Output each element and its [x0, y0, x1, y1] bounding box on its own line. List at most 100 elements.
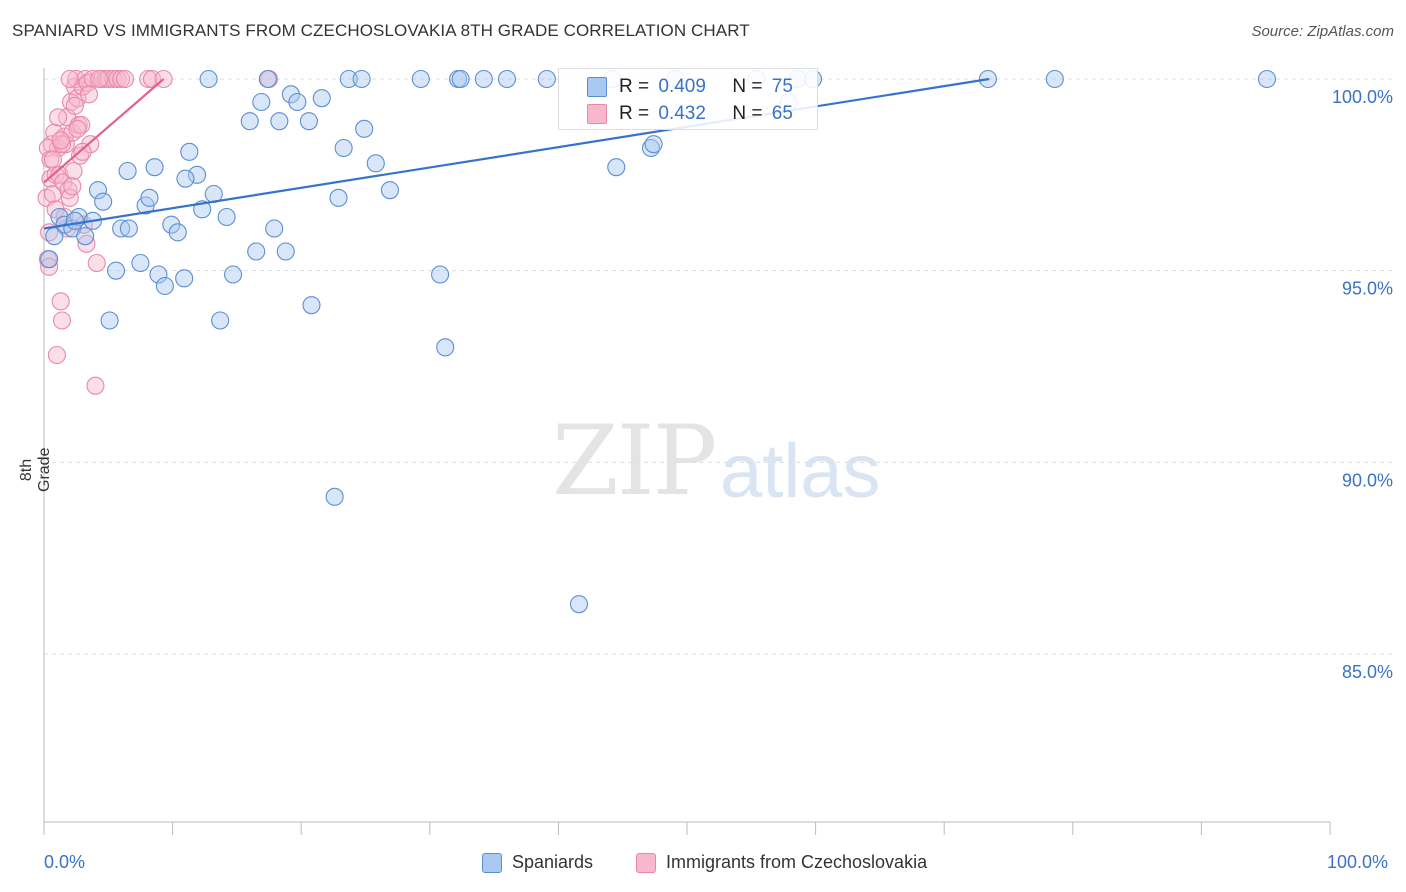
czech-point	[51, 131, 70, 150]
spaniard-point	[411, 69, 430, 89]
spaniard-point	[436, 338, 455, 357]
legend-item-spaniards: Spaniards	[482, 852, 593, 873]
spaniard-point	[155, 276, 174, 296]
stats-n-value: 65	[771, 103, 793, 124]
spaniard-point	[644, 135, 663, 154]
czech-point	[52, 311, 72, 330]
spaniard-point	[329, 188, 348, 207]
legend-swatch-spaniards	[482, 852, 502, 873]
stats-r-value: 0.432	[658, 103, 706, 124]
czech-point	[49, 108, 68, 127]
stats-row-spaniards: R = 0.409 N = 75	[559, 74, 793, 100]
spaniard-point	[276, 242, 295, 261]
czech-point	[115, 69, 135, 89]
spaniard-point	[451, 69, 470, 89]
spaniard-point	[175, 269, 194, 288]
czech-point	[87, 253, 106, 273]
spaniard-point	[1045, 69, 1064, 89]
chart-title: SPANIARD VS IMMIGRANTS FROM CZECHOSLOVAK…	[12, 21, 750, 40]
spaniard-point	[474, 69, 493, 89]
czech-point	[86, 376, 105, 395]
spaniard-point	[339, 69, 358, 89]
spaniard-point	[270, 112, 289, 131]
spaniard-point	[140, 188, 159, 207]
czech-point	[60, 69, 79, 89]
czech-point	[108, 69, 127, 89]
spaniard-point	[247, 242, 266, 261]
bottom-legend: Spaniards Immigrants from Czechoslovakia	[0, 852, 1406, 878]
czech-point	[139, 69, 158, 89]
spaniard-point	[217, 207, 236, 227]
y-tick-label: 90.0%	[1342, 470, 1393, 490]
spaniard-point	[352, 69, 371, 89]
y-tick-label: 95.0%	[1342, 279, 1393, 299]
spaniard-point	[100, 311, 119, 330]
czech-point	[73, 142, 92, 161]
spaniard-point	[145, 158, 164, 177]
czech-trend-line	[43, 78, 165, 184]
x-tick-min: 0.0%	[44, 852, 86, 872]
czech-point	[68, 119, 87, 138]
grid-lines	[44, 78, 1392, 655]
spaniard-point	[299, 112, 318, 131]
spaniard-point	[1257, 69, 1277, 89]
spaniard-point	[334, 138, 353, 158]
spaniard-point	[176, 169, 195, 188]
spaniard-point	[355, 119, 374, 138]
spaniard-point	[88, 181, 108, 200]
czech-point	[47, 345, 66, 365]
stats-n-value: 75	[771, 76, 793, 97]
spaniard-point	[537, 69, 556, 89]
spaniard-point	[302, 296, 321, 315]
legend-label-spaniards: Spaniards	[512, 852, 594, 872]
czech-point	[77, 234, 96, 253]
stats-r-label: R =	[619, 76, 650, 97]
stats-n-label: N =	[732, 76, 763, 97]
spaniard-point	[607, 158, 626, 177]
czech-point	[90, 69, 109, 89]
spaniard-point	[312, 89, 331, 108]
spaniard-point	[162, 215, 181, 234]
x-tick-max: 100.0%	[1327, 852, 1389, 872]
czech-point	[43, 184, 63, 204]
czech-point	[60, 188, 79, 207]
legend-swatch-czech	[636, 852, 656, 873]
source-label: Source: ZipAtlas.com	[1251, 23, 1394, 40]
spaniard-point	[380, 181, 399, 200]
watermark-zip: ZIP	[552, 405, 717, 517]
stats-swatch-czech	[587, 104, 607, 124]
czech-point	[64, 161, 83, 181]
czech-point	[112, 69, 131, 89]
spaniard-point	[187, 165, 207, 184]
stats-legend: R = 0.409 N = 75 R = 0.432 N = 65	[558, 68, 818, 130]
spaniard-point	[569, 595, 589, 614]
axes	[43, 68, 1331, 835]
czech-point	[65, 96, 84, 115]
spaniard-point	[180, 142, 199, 161]
spaniard-point	[106, 261, 126, 280]
legend-item-czech: Immigrants from Czechoslovakia	[636, 852, 927, 873]
czech-point	[43, 150, 63, 169]
y-tick-labels: 85.0% 90.0% 95.0% 100.0%	[1332, 87, 1393, 682]
spaniard-point	[40, 250, 59, 269]
spaniard-points	[40, 69, 1277, 614]
spaniard-point	[288, 92, 307, 112]
spaniard-point	[325, 487, 344, 506]
spaniard-point	[149, 265, 168, 284]
spaniard-point	[65, 211, 84, 230]
spaniard-point	[118, 161, 137, 181]
czech-point	[79, 85, 99, 104]
trend-lines	[43, 77, 990, 230]
y-axis-label: 8th Grade	[18, 447, 53, 492]
stats-r-value: 0.409	[658, 76, 706, 97]
stats-r-label: R =	[619, 103, 650, 124]
stats-swatch-spaniards	[587, 77, 607, 97]
spaniards-trend-line	[43, 77, 990, 230]
spaniard-point	[119, 219, 138, 238]
czech-point	[51, 292, 70, 311]
spaniard-point	[211, 311, 230, 330]
spaniard-point	[431, 265, 450, 284]
legend-label-czech: Immigrants from Czechoslovakia	[666, 852, 928, 872]
spaniard-point	[281, 85, 300, 104]
